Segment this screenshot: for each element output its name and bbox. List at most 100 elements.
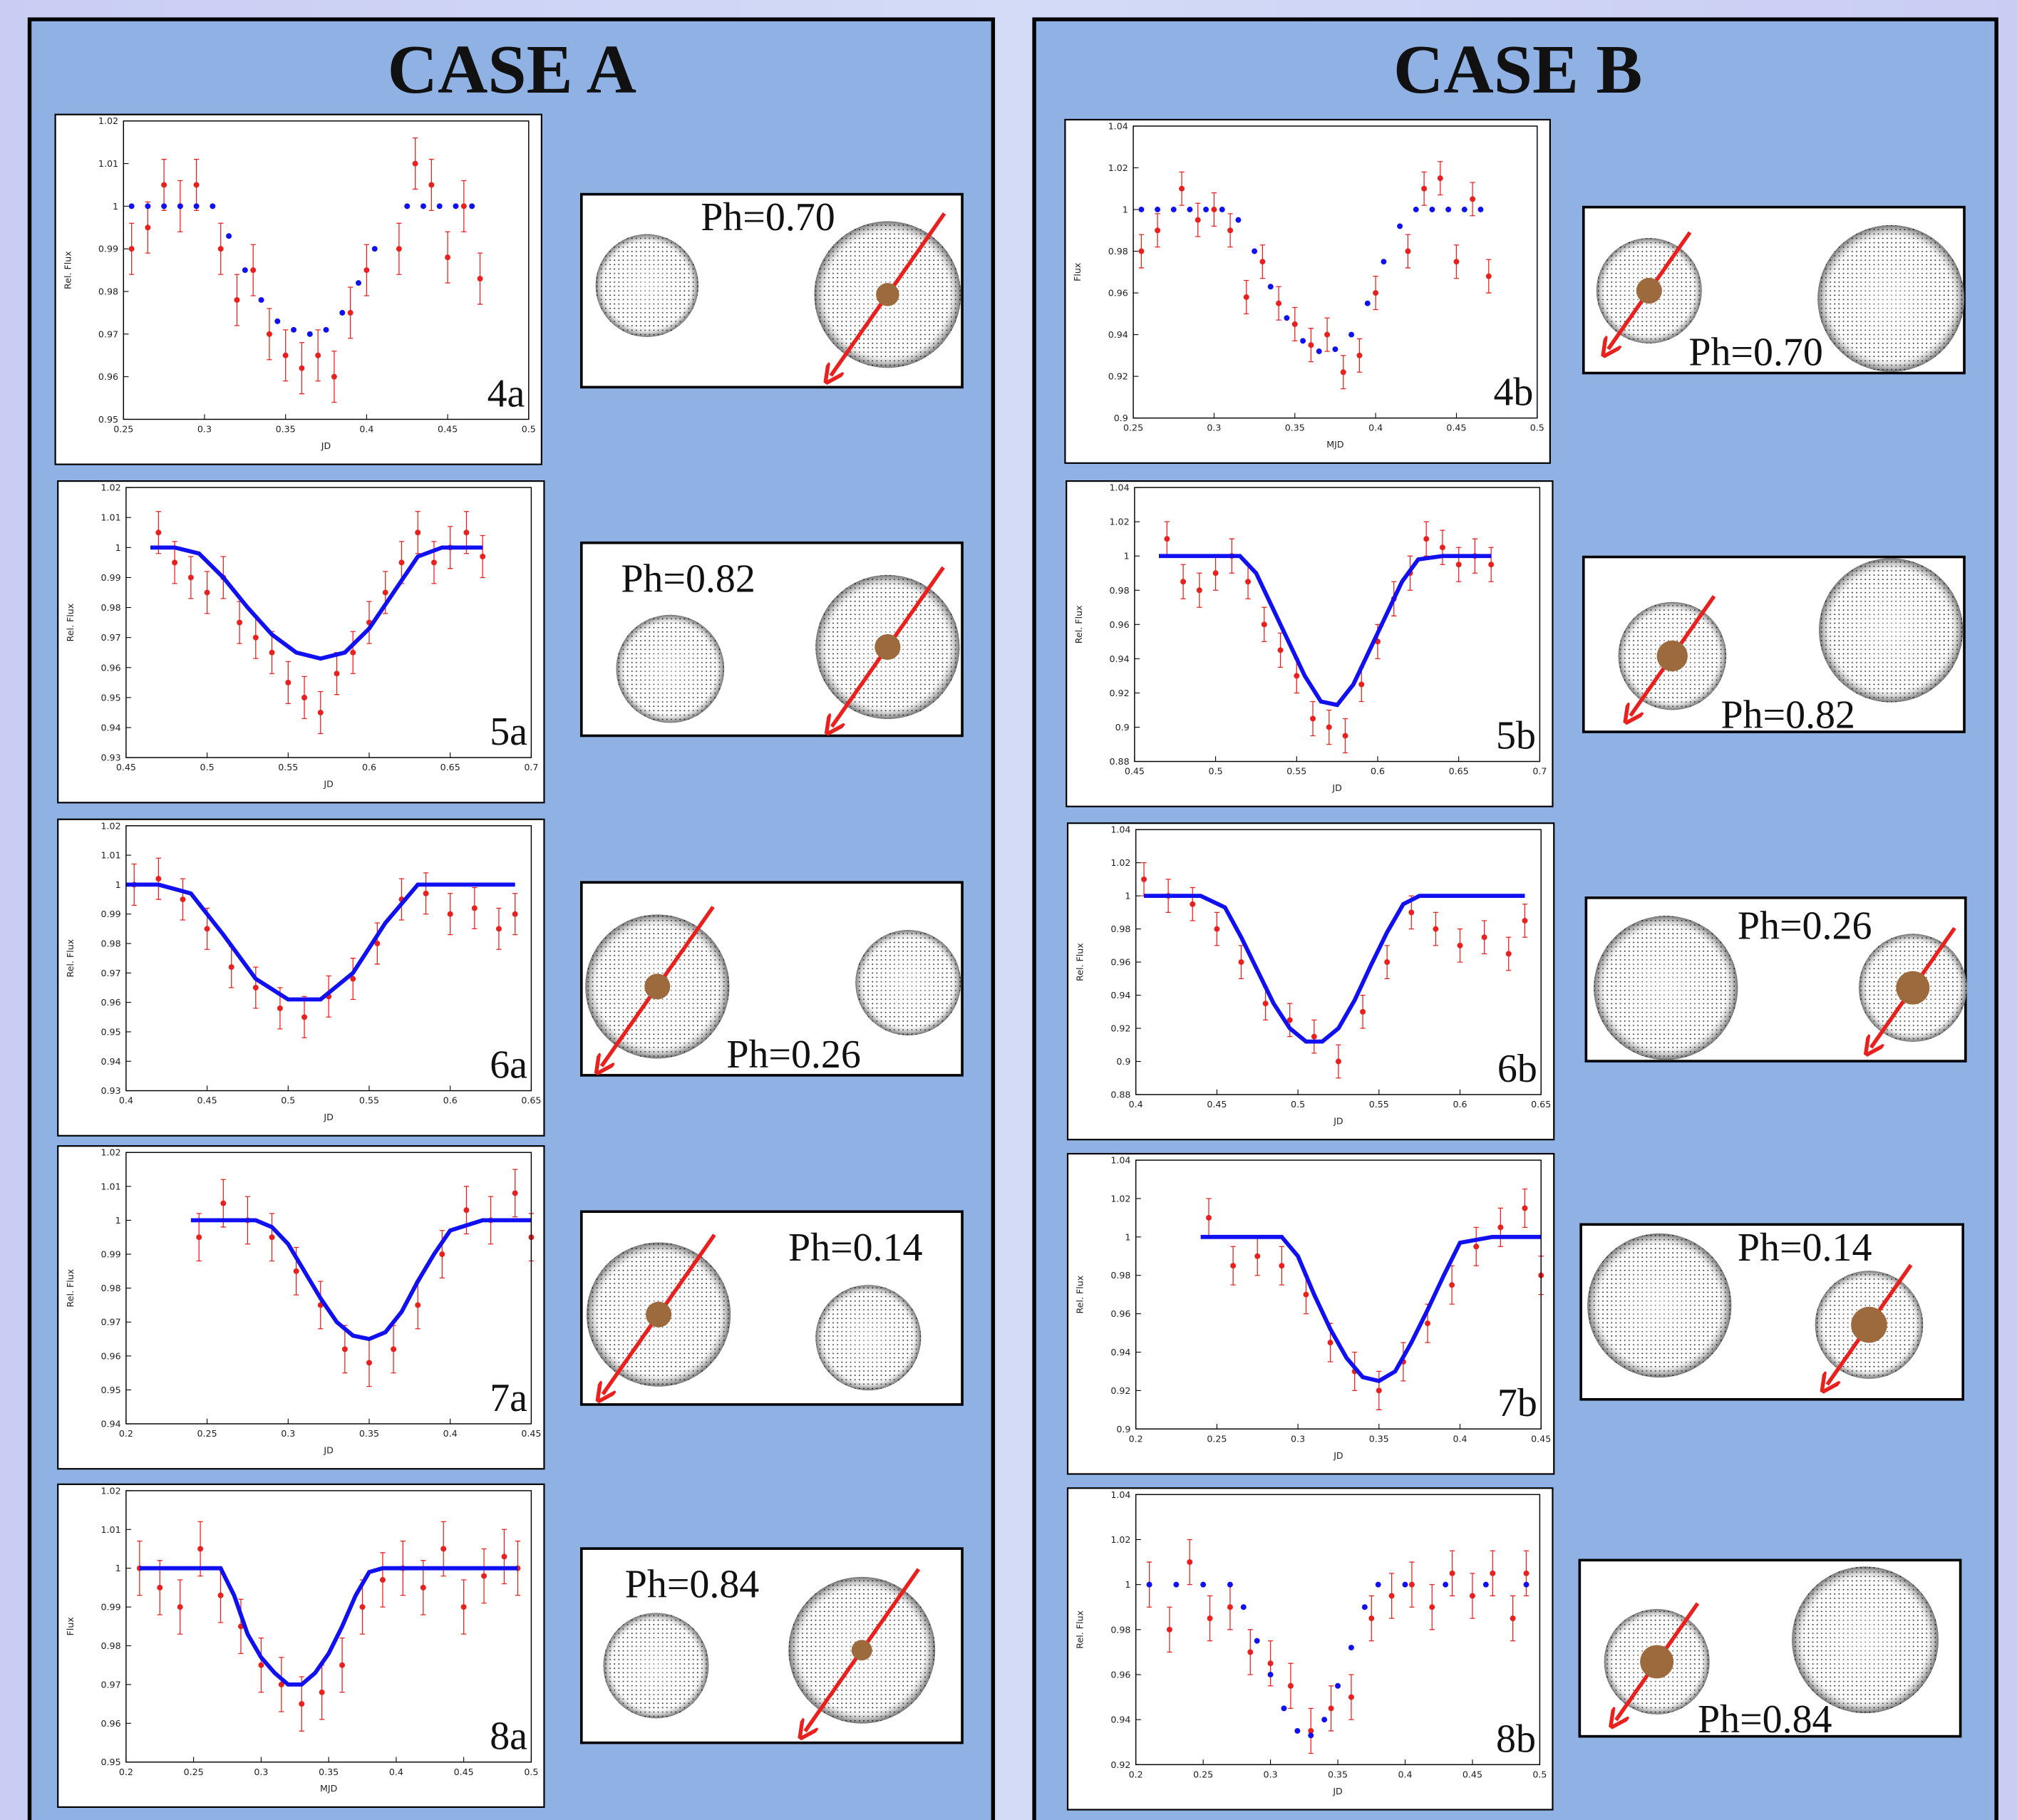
x-tick-label: 0.3 bbox=[1264, 1769, 1278, 1779]
data-point bbox=[1343, 733, 1348, 739]
x-tick-label: 0.65 bbox=[1449, 766, 1469, 777]
y-tick-label: 0.92 bbox=[1110, 1385, 1130, 1396]
y-tick-label: 0.93 bbox=[101, 753, 121, 763]
x-tick-label: 0.2 bbox=[119, 1767, 133, 1777]
data-point bbox=[237, 620, 242, 626]
y-tick-label: 0.94 bbox=[1110, 1715, 1130, 1725]
x-axis-label: MJD bbox=[1326, 439, 1343, 450]
model-point bbox=[1200, 1582, 1206, 1588]
x-tick-label: 0.45 bbox=[197, 1095, 217, 1106]
data-point bbox=[318, 710, 324, 715]
chart-box bbox=[58, 481, 544, 802]
data-point bbox=[1456, 562, 1462, 567]
x-tick-label: 0.5 bbox=[1291, 1099, 1305, 1110]
y-tick-label: 1.04 bbox=[1108, 120, 1128, 131]
data-point bbox=[1486, 274, 1492, 279]
data-point bbox=[360, 1604, 366, 1610]
y-tick-label: 0.98 bbox=[101, 939, 121, 949]
y-tick-label: 0.95 bbox=[101, 692, 121, 703]
x-tick-label: 0.55 bbox=[278, 762, 298, 772]
x-tick-label: 0.35 bbox=[1369, 1433, 1389, 1444]
planet bbox=[1851, 1307, 1887, 1343]
star-shade bbox=[1594, 916, 1738, 1060]
data-point bbox=[396, 246, 402, 252]
y-tick-label: 0.96 bbox=[1108, 288, 1128, 299]
y-tick-label: 0.95 bbox=[101, 1385, 121, 1395]
model-point bbox=[1365, 301, 1371, 306]
model-point bbox=[1445, 207, 1451, 212]
x-tick-label: 0.35 bbox=[1285, 423, 1305, 433]
y-tick-label: 0.92 bbox=[1110, 688, 1130, 698]
data-point bbox=[339, 1663, 345, 1668]
x-tick-label: 0.45 bbox=[438, 423, 458, 434]
model-point bbox=[1219, 207, 1225, 212]
data-point bbox=[366, 1360, 372, 1365]
panel-label: 7b bbox=[1497, 1381, 1537, 1425]
data-point bbox=[1155, 227, 1160, 233]
data-point bbox=[157, 1585, 163, 1591]
x-tick-label: 0.25 bbox=[197, 1428, 217, 1439]
y-tick-label: 0.96 bbox=[101, 662, 121, 673]
x-tick-label: 0.45 bbox=[1125, 766, 1145, 777]
figure: CASE A CASE B 0.250.30.350.40.450.50.950… bbox=[0, 0, 2017, 1820]
model-point bbox=[1187, 207, 1192, 212]
data-point bbox=[1278, 647, 1284, 653]
y-tick-label: 1.02 bbox=[101, 1485, 121, 1496]
star-shade bbox=[1819, 558, 1963, 702]
x-tick-label: 0.4 bbox=[1129, 1099, 1143, 1110]
data-point bbox=[1360, 1009, 1366, 1015]
data-point bbox=[1458, 943, 1463, 948]
model-point bbox=[129, 203, 135, 209]
model-point bbox=[1173, 1582, 1179, 1588]
x-tick-label: 0.45 bbox=[1531, 1433, 1551, 1444]
y-tick-label: 0.98 bbox=[1110, 924, 1130, 934]
model-point bbox=[1429, 207, 1435, 212]
data-point bbox=[1408, 909, 1414, 915]
data-point bbox=[220, 1201, 226, 1206]
panel-label: 4a bbox=[488, 371, 525, 415]
data-point bbox=[461, 203, 467, 209]
model-point bbox=[324, 327, 329, 333]
data-point bbox=[463, 1207, 469, 1213]
data-point bbox=[283, 353, 289, 358]
data-point bbox=[1405, 249, 1410, 254]
data-point bbox=[1214, 926, 1219, 932]
y-axis-label: Rel. Flux bbox=[65, 1268, 76, 1307]
model-point bbox=[1321, 1717, 1327, 1722]
data-point bbox=[1207, 1615, 1213, 1621]
y-tick-label: 1.01 bbox=[101, 512, 121, 523]
data-point bbox=[1179, 186, 1185, 192]
planet bbox=[1896, 971, 1929, 1005]
x-axis-label: JD bbox=[321, 440, 331, 451]
x-tick-label: 0.5 bbox=[1209, 766, 1223, 777]
star-shade bbox=[596, 234, 698, 337]
model-point bbox=[356, 280, 361, 286]
x-tick-label: 0.45 bbox=[1207, 1099, 1227, 1110]
data-point bbox=[1356, 353, 1362, 358]
data-point bbox=[319, 1690, 325, 1695]
x-tick-label: 0.6 bbox=[443, 1095, 458, 1106]
model-point bbox=[1381, 259, 1386, 264]
data-point bbox=[1288, 1683, 1294, 1689]
x-tick-label: 0.4 bbox=[389, 1767, 403, 1777]
model-point bbox=[1268, 284, 1274, 289]
x-tick-label: 0.4 bbox=[1398, 1769, 1412, 1779]
x-tick-label: 0.5 bbox=[522, 423, 536, 434]
y-tick-label: 0.94 bbox=[101, 1419, 121, 1429]
x-tick-label: 0.25 bbox=[1207, 1433, 1227, 1444]
y-tick-label: 0.97 bbox=[101, 632, 121, 643]
y-tick-label: 0.98 bbox=[101, 1283, 121, 1293]
y-axis-label: Rel. Flux bbox=[65, 603, 76, 641]
x-tick-label: 0.65 bbox=[521, 1095, 541, 1106]
data-point bbox=[1206, 1215, 1212, 1221]
data-point bbox=[512, 911, 518, 917]
data-point bbox=[299, 1701, 304, 1707]
data-point bbox=[1190, 901, 1195, 907]
data-point bbox=[267, 331, 272, 337]
x-tick-label: 0.45 bbox=[1463, 1769, 1482, 1779]
data-point bbox=[1440, 544, 1445, 550]
y-axis-label: Rel. Flux bbox=[1075, 1610, 1085, 1648]
data-point bbox=[1423, 536, 1429, 542]
data-point bbox=[421, 1585, 426, 1591]
y-tick-label: 1 bbox=[113, 201, 118, 212]
